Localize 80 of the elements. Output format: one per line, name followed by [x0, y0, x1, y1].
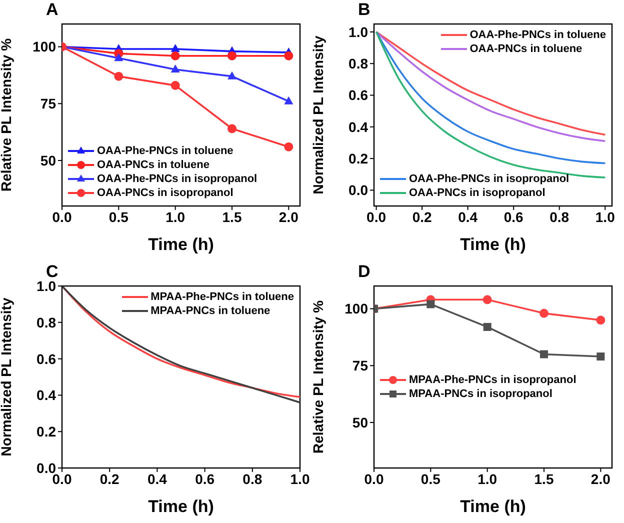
y-tick-label: 0.8: [348, 56, 368, 72]
x-tick-label: 1.0: [166, 208, 186, 225]
legend-label: OAA-PNCs in toluene: [97, 158, 210, 172]
point: [596, 352, 605, 360]
point: [284, 96, 294, 104]
point: [170, 51, 180, 60]
x-tick-label: 0.6: [195, 470, 215, 486]
x-tick-label: 1.0: [478, 470, 498, 486]
x-tick-label: 0.2: [412, 208, 432, 225]
point: [228, 51, 236, 60]
point: [482, 294, 492, 304]
point: [540, 308, 548, 318]
x-tick-label: 2.0: [278, 208, 299, 225]
y-tick-label: 50: [352, 414, 368, 430]
point: [596, 315, 606, 324]
y-tick-label: 0.6: [348, 87, 368, 104]
point: [426, 300, 435, 308]
y-tick-label: 100: [344, 300, 368, 316]
y-tick-label: 0.4: [36, 386, 56, 403]
x-tick-label: 0.5: [420, 470, 441, 486]
x-tick-label: 0.6: [504, 208, 524, 225]
legend-label: MPAA-PNCs in isopropanol: [409, 386, 552, 400]
chart-title: B: [358, 0, 370, 20]
x-tick-label: 0.4: [458, 208, 478, 225]
x-tick-label: 0.2: [100, 470, 120, 486]
point: [284, 51, 294, 60]
y-tick-label: 75: [40, 96, 56, 112]
y-tick-label: 0.8: [36, 314, 56, 330]
x-tick-label: 0.0: [364, 470, 384, 486]
x-tick-label: 0.4: [147, 470, 168, 486]
x-tick-label: 1.0: [595, 208, 616, 225]
y-tick-label: 0.2: [36, 423, 56, 440]
legend-label: OAA-PNCs in isopropanol: [97, 186, 234, 200]
x-tick-label: 0.5: [108, 208, 129, 225]
point: [114, 72, 124, 81]
legend-label: OAA-Phe-PNCs in isopropanol: [409, 172, 570, 186]
point: [170, 64, 180, 72]
point: [114, 53, 124, 62]
legend-label: OAA-Phe-PNCs in isopropanol: [97, 172, 258, 186]
point: [228, 71, 236, 80]
x-tick-label: 0.0: [366, 208, 386, 225]
x-tick-label: 1.5: [534, 470, 554, 486]
chart-title: D: [358, 262, 370, 282]
y-tick-label: 100: [32, 38, 56, 55]
y-axis-title: Relative PL Intensity %: [0, 38, 14, 192]
point: [228, 124, 236, 134]
x-tick-label: 0.0: [52, 208, 72, 225]
y-tick-label: 75: [352, 357, 368, 374]
y-tick-label: 0.0: [348, 182, 368, 198]
chart-title: A: [46, 0, 58, 20]
legend-label: MPAA-Phe-PNCs in toluene: [150, 290, 294, 304]
x-tick-label: 1.5: [222, 208, 242, 225]
legend-label: MPAA-PNCs in toluene: [150, 304, 270, 318]
x-axis-title: Time (h): [148, 496, 214, 516]
legend-label: MPAA-Phe-PNCs in isopropanol: [409, 372, 576, 386]
y-tick-label: 1.0: [348, 24, 368, 40]
x-tick-label: 0.8: [550, 208, 570, 225]
legend-label: OAA-PNCs in toluene: [470, 42, 582, 56]
y-tick-label: 0.0: [36, 459, 56, 476]
x-tick-label: 1.0: [290, 470, 310, 486]
x-tick-label: 0.8: [242, 470, 262, 486]
point: [284, 142, 294, 152]
x-tick-label: 2.0: [590, 470, 611, 486]
legend-label: OAA-Phe-PNCs in toluene: [470, 28, 606, 42]
x-axis-title: Time (h): [460, 235, 526, 254]
point: [483, 322, 492, 330]
point: [170, 80, 180, 90]
y-axis-title: Normalized PL Intensity: [0, 297, 14, 456]
y-axis-title: Relative PL Intensity %: [310, 299, 326, 454]
point: [170, 44, 180, 52]
legend-label: OAA-Phe-PNCs in toluene: [97, 144, 234, 158]
legend-label: OAA-PNCs in isopropanol: [409, 186, 546, 200]
x-axis-title: Time (h): [148, 235, 214, 254]
y-tick-label: 0.2: [348, 150, 368, 166]
y-axis-title: Normalized PL Intensity: [310, 36, 326, 194]
x-axis-title: Time (h): [460, 496, 526, 516]
y-tick-label: 0.4: [348, 118, 368, 135]
point: [540, 350, 548, 358]
y-tick-label: 0.6: [36, 350, 56, 366]
y-tick-label: 50: [40, 152, 56, 168]
